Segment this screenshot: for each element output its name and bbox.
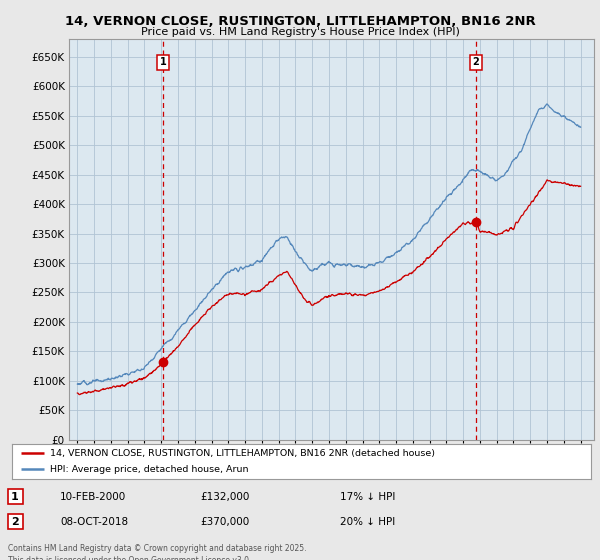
Text: Price paid vs. HM Land Registry's House Price Index (HPI): Price paid vs. HM Land Registry's House … bbox=[140, 27, 460, 37]
Text: 2: 2 bbox=[473, 57, 479, 67]
Text: 08-OCT-2018: 08-OCT-2018 bbox=[60, 517, 128, 527]
Text: £370,000: £370,000 bbox=[200, 517, 249, 527]
Text: 20% ↓ HPI: 20% ↓ HPI bbox=[340, 517, 395, 527]
Text: Contains HM Land Registry data © Crown copyright and database right 2025.
This d: Contains HM Land Registry data © Crown c… bbox=[8, 544, 307, 560]
Text: 14, VERNON CLOSE, RUSTINGTON, LITTLEHAMPTON, BN16 2NR: 14, VERNON CLOSE, RUSTINGTON, LITTLEHAMP… bbox=[65, 15, 535, 27]
Text: HPI: Average price, detached house, Arun: HPI: Average price, detached house, Arun bbox=[50, 465, 248, 474]
FancyBboxPatch shape bbox=[7, 489, 23, 504]
Text: 1: 1 bbox=[11, 492, 19, 502]
Text: £132,000: £132,000 bbox=[200, 492, 250, 502]
Text: 2: 2 bbox=[11, 517, 19, 527]
FancyBboxPatch shape bbox=[7, 514, 23, 529]
Text: 1: 1 bbox=[160, 57, 166, 67]
Text: 14, VERNON CLOSE, RUSTINGTON, LITTLEHAMPTON, BN16 2NR (detached house): 14, VERNON CLOSE, RUSTINGTON, LITTLEHAMP… bbox=[50, 449, 434, 458]
Text: 10-FEB-2000: 10-FEB-2000 bbox=[60, 492, 126, 502]
Text: 17% ↓ HPI: 17% ↓ HPI bbox=[340, 492, 395, 502]
